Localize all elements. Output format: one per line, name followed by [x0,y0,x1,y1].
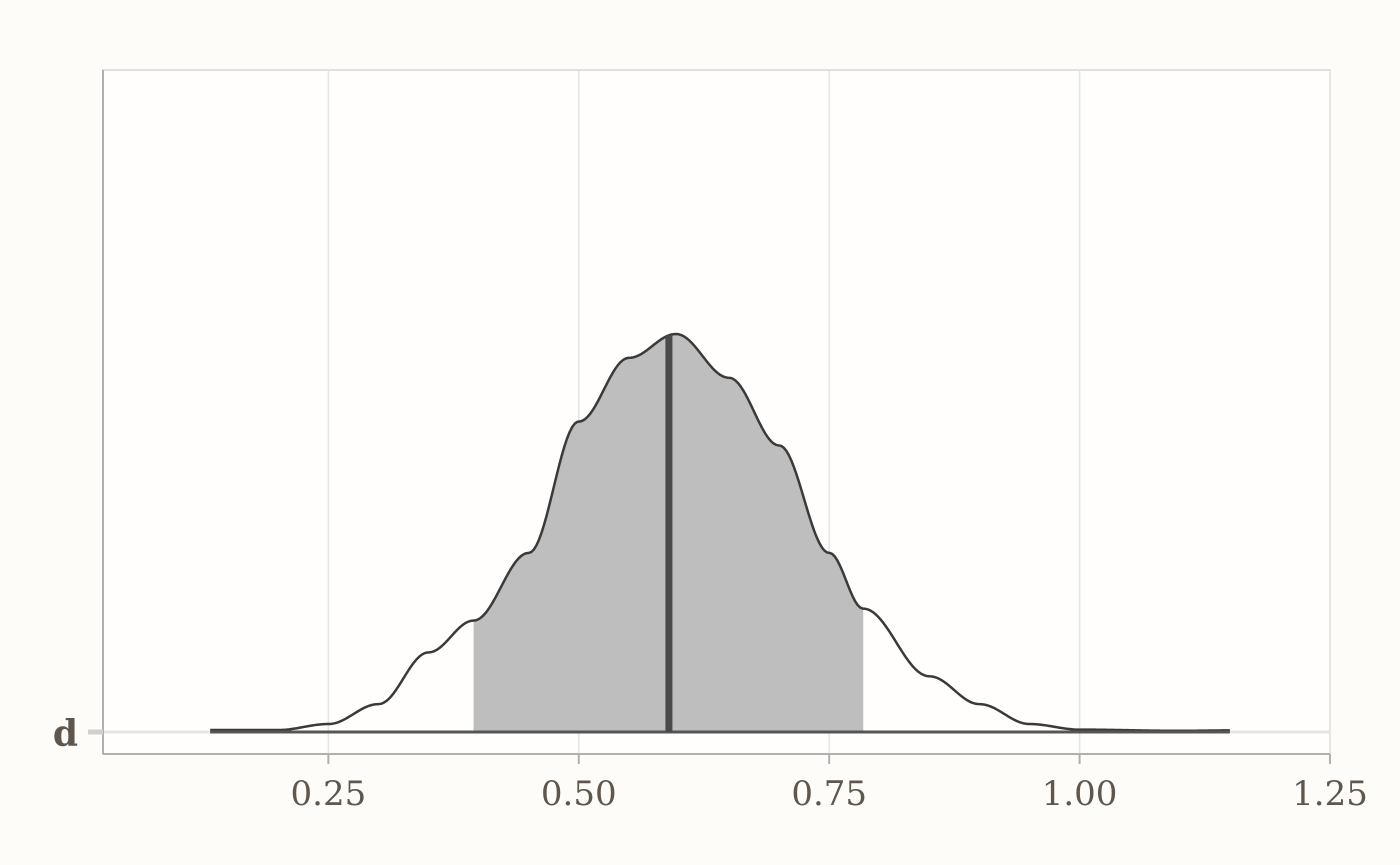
density-outline [210,332,1230,733]
x-tick-label: 0.75 [791,774,867,814]
y-tick-label: d [53,713,78,755]
density-marks [210,332,1230,734]
axes: 0.25 0.50 0.75 1.00 1.25 d [53,70,1368,814]
x-tick-label: 1.00 [1042,774,1118,814]
x-tick-label: 0.25 [291,774,367,814]
x-tick-label: 1.25 [1292,774,1368,814]
x-tick-label: 0.50 [541,774,617,814]
